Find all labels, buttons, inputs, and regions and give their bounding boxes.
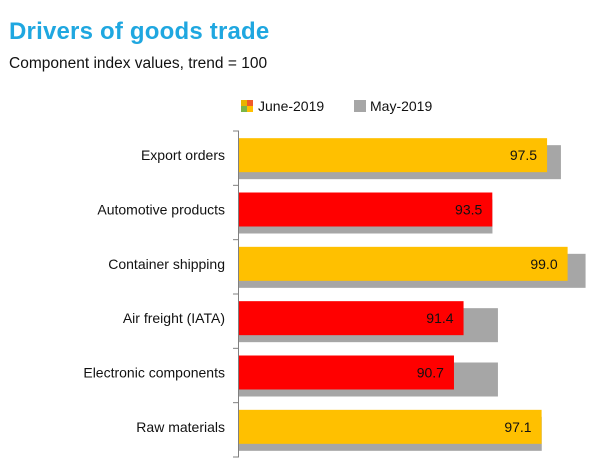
category-label-electronic-components: Electronic components — [83, 365, 225, 381]
category-label-container-shipping: Container shipping — [108, 256, 225, 272]
value-labels: 97.5 93.5 99.0 91.4 90.7 97.1 — [417, 147, 558, 435]
legend-swatch-may — [354, 100, 366, 112]
bar-june-automotive-products — [239, 192, 493, 227]
chart-subtitle: Component index values, trend = 100 — [9, 55, 268, 72]
may-series — [239, 145, 586, 451]
legend-swatch-june — [241, 100, 253, 112]
value-label-electronic-components: 90.7 — [417, 365, 444, 381]
june-series — [239, 138, 568, 444]
legend-label-may: May-2019 — [370, 98, 432, 114]
category-label-automotive-products: Automotive products — [97, 202, 225, 218]
bar-june-raw-materials — [239, 409, 542, 444]
bar-june-electronic-components — [239, 355, 454, 390]
value-label-raw-materials: 97.1 — [504, 419, 531, 435]
category-label-raw-materials: Raw materials — [136, 419, 225, 435]
value-label-automotive-products: 93.5 — [455, 202, 482, 218]
bar-june-air-freight-iata — [239, 301, 464, 336]
legend-label-june: June-2019 — [258, 98, 324, 114]
value-label-container-shipping: 99.0 — [530, 256, 557, 272]
category-labels: Export orders Automotive products Containe… — [83, 147, 225, 435]
legend: June-2019 May-2019 — [241, 98, 432, 114]
value-label-air-freight-iata: 91.4 — [426, 310, 453, 326]
bar-june-export-orders — [239, 138, 548, 173]
axis-ticks — [233, 130, 239, 458]
chart-title: Drivers of goods trade — [9, 18, 270, 45]
value-label-export-orders: 97.5 — [510, 147, 537, 163]
category-label-air-freight-iata: Air freight (IATA) — [123, 310, 225, 326]
bar-june-container-shipping — [239, 246, 568, 281]
category-label-export-orders: Export orders — [141, 147, 225, 163]
